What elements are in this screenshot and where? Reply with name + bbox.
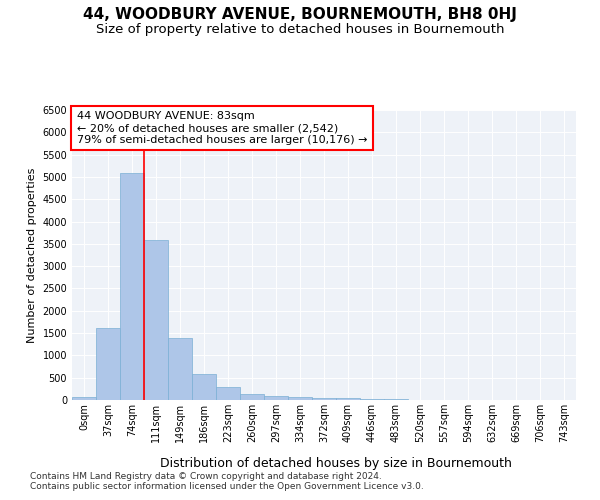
Bar <box>264 396 288 400</box>
Bar <box>216 386 240 400</box>
Text: 44, WOODBURY AVENUE, BOURNEMOUTH, BH8 0HJ: 44, WOODBURY AVENUE, BOURNEMOUTH, BH8 0H… <box>83 8 517 22</box>
Bar <box>240 394 264 400</box>
Text: Size of property relative to detached houses in Bournemouth: Size of property relative to detached ho… <box>96 22 504 36</box>
Bar <box>192 374 216 400</box>
Bar <box>120 174 144 400</box>
Text: Distribution of detached houses by size in Bournemouth: Distribution of detached houses by size … <box>160 458 512 470</box>
Bar <box>336 398 360 400</box>
Bar <box>144 240 168 400</box>
Bar <box>168 338 192 400</box>
Bar <box>288 398 312 400</box>
Bar <box>72 397 96 400</box>
Text: Contains public sector information licensed under the Open Government Licence v3: Contains public sector information licen… <box>30 482 424 491</box>
Y-axis label: Number of detached properties: Number of detached properties <box>27 168 37 342</box>
Bar <box>312 398 336 400</box>
Text: Contains HM Land Registry data © Crown copyright and database right 2024.: Contains HM Land Registry data © Crown c… <box>30 472 382 481</box>
Bar <box>96 328 120 400</box>
Bar <box>360 399 384 400</box>
Text: 44 WOODBURY AVENUE: 83sqm
← 20% of detached houses are smaller (2,542)
79% of se: 44 WOODBURY AVENUE: 83sqm ← 20% of detac… <box>77 112 368 144</box>
